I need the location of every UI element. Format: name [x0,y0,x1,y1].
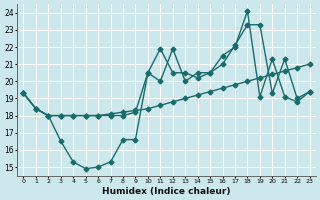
X-axis label: Humidex (Indice chaleur): Humidex (Indice chaleur) [102,187,231,196]
